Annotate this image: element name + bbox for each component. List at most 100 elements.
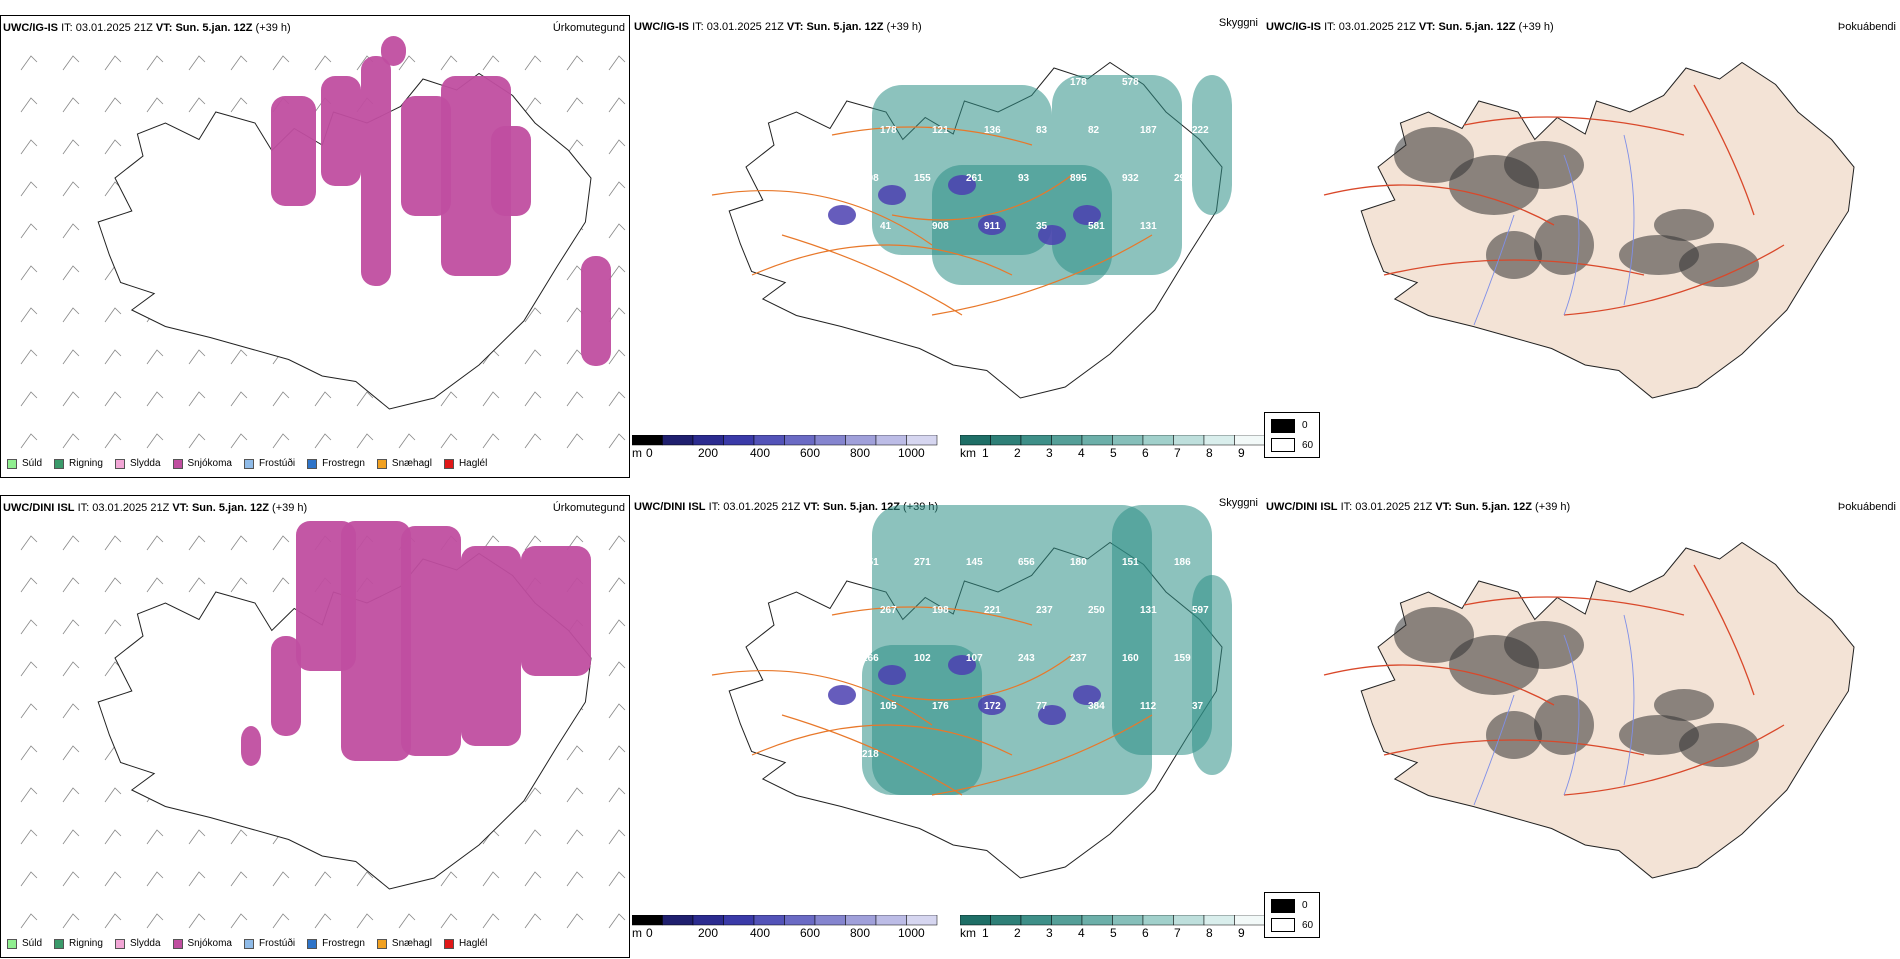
wind-barb bbox=[104, 433, 122, 449]
visibility-unit: km bbox=[960, 926, 976, 940]
cloud-base-patch bbox=[1073, 685, 1101, 705]
visibility-bin bbox=[1234, 914, 1266, 926]
road-line bbox=[1383, 739, 1645, 756]
fog-legend-top: 0 60 bbox=[1264, 412, 1320, 458]
wind-barb bbox=[566, 433, 584, 449]
ceiling-label: 131 bbox=[1140, 221, 1157, 232]
wind-barb bbox=[230, 829, 248, 845]
wind-barb bbox=[188, 55, 206, 71]
ceiling-label: 83 bbox=[1036, 125, 1048, 136]
panel-title: Þokuábendi bbox=[1837, 501, 1896, 513]
visibility-bin bbox=[1020, 914, 1052, 926]
wind-barb bbox=[608, 703, 626, 719]
wind-barb bbox=[230, 391, 248, 407]
wind-barb bbox=[566, 391, 584, 407]
ceiling-bin bbox=[753, 434, 785, 446]
ceiling-label: 351 bbox=[862, 557, 879, 568]
wind-barb bbox=[272, 433, 290, 449]
cloud-base-patch bbox=[1073, 205, 1101, 225]
legend-swatch bbox=[172, 458, 183, 469]
wind-barb bbox=[20, 181, 38, 197]
legend-item: Frostregn bbox=[307, 458, 365, 469]
fog-patch bbox=[1654, 689, 1714, 721]
road-line bbox=[931, 234, 1153, 316]
wind-barb bbox=[20, 535, 38, 551]
wind-barb bbox=[608, 661, 626, 677]
snow-area bbox=[341, 521, 411, 761]
visibility-bin bbox=[1142, 914, 1174, 926]
ceiling-label: 145 bbox=[966, 557, 983, 568]
wind-barb bbox=[608, 619, 626, 635]
panel-title: Þokuábendi bbox=[1837, 21, 1896, 33]
wind-barb bbox=[566, 349, 584, 365]
ceiling-bin bbox=[784, 914, 816, 926]
low-cloud-area bbox=[1112, 505, 1212, 755]
wind-barb bbox=[524, 535, 542, 551]
cloud-base-patch bbox=[878, 185, 906, 205]
visibility-bin bbox=[990, 434, 1022, 446]
visibility-unit: km bbox=[960, 446, 976, 460]
visibility-bin bbox=[1112, 434, 1144, 446]
wind-barb bbox=[104, 577, 122, 593]
ceiling-bin bbox=[692, 914, 724, 926]
ceiling-bin bbox=[753, 914, 785, 926]
ceiling-bin bbox=[723, 434, 755, 446]
road-line bbox=[751, 724, 1013, 756]
wind-barb bbox=[146, 349, 164, 365]
wind-barb bbox=[272, 871, 290, 887]
visibility-bin bbox=[1051, 914, 1083, 926]
wind-barb bbox=[20, 139, 38, 155]
road-line bbox=[891, 654, 1073, 701]
visibility-bin bbox=[1020, 434, 1052, 446]
legend-swatch bbox=[307, 938, 318, 949]
ceiling-label: 159 bbox=[1174, 653, 1191, 664]
wind-barb bbox=[20, 97, 38, 113]
wind-barb bbox=[62, 55, 80, 71]
panel-header: UWC/DINI ISL IT: 03.01.2025 21Z VT: Sun.… bbox=[1266, 501, 1571, 513]
ceiling-label: 308 bbox=[862, 173, 879, 184]
wind-barb bbox=[20, 871, 38, 887]
ceiling-label: 155 bbox=[914, 173, 931, 184]
wind-barb bbox=[398, 913, 416, 929]
wind-barb bbox=[440, 433, 458, 449]
wind-barb bbox=[314, 391, 332, 407]
visibility-colorbar: km 1 2 3 4 5 6 7 8 9 10 bbox=[959, 434, 1277, 465]
ceiling-label: 136 bbox=[984, 125, 1001, 136]
cloud-map: 351 271 145 656 180 151 186 267 198 221 237 250 131 5… bbox=[711, 505, 1232, 879]
fog-patch bbox=[1534, 695, 1594, 755]
wind-barb bbox=[566, 787, 584, 803]
fog-patch bbox=[1486, 711, 1542, 759]
ceiling-label: 105 bbox=[880, 701, 897, 712]
panel-header: UWC/IG-IS IT: 03.01.2025 21Z VT: Sun. 5.… bbox=[1266, 21, 1554, 33]
ceiling-bin bbox=[631, 914, 663, 926]
ceiling-bin bbox=[723, 914, 755, 926]
fog-swatch-dark bbox=[1271, 419, 1295, 433]
wind-barb bbox=[482, 55, 500, 71]
wind-barb bbox=[314, 433, 332, 449]
ceiling-label: 82 bbox=[1088, 125, 1100, 136]
wind-barb bbox=[146, 97, 164, 113]
wind-barb bbox=[482, 535, 500, 551]
wind-barb bbox=[146, 871, 164, 887]
cloud-panel-bottom: UWC/DINI ISL IT: 03.01.2025 21Z VT: Sun.… bbox=[631, 495, 1277, 958]
ceiling-label: 908 bbox=[932, 221, 949, 232]
fog-patch bbox=[1504, 621, 1584, 669]
wind-barb bbox=[482, 871, 500, 887]
ceiling-label: 41 bbox=[880, 221, 892, 232]
cloud-panel-top: UWC/IG-IS IT: 03.01.2025 21Z VT: Sun. 5.… bbox=[631, 15, 1277, 478]
ceiling-label: 250 bbox=[1088, 605, 1105, 616]
fog-swatch-light bbox=[1271, 918, 1295, 932]
wind-barb bbox=[482, 391, 500, 407]
wind-barb bbox=[20, 829, 38, 845]
wind-barb bbox=[608, 97, 626, 113]
legend-item: Frostregn bbox=[307, 938, 365, 949]
cloud-base-patch bbox=[978, 695, 1006, 715]
legend-item: Haglél bbox=[443, 938, 487, 949]
wind-barb bbox=[20, 349, 38, 365]
ceiling-label: 166 bbox=[862, 653, 879, 664]
ceiling-label: 187 bbox=[1140, 125, 1157, 136]
legend-item: Rigning bbox=[54, 938, 103, 949]
wind-barb bbox=[272, 391, 290, 407]
wind-barb bbox=[104, 139, 122, 155]
fog-patch bbox=[1486, 231, 1542, 279]
